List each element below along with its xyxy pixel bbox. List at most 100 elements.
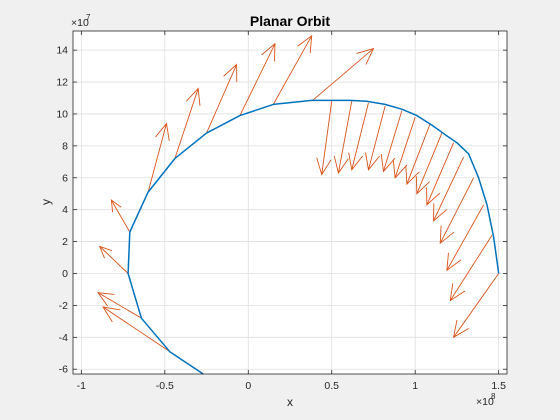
velocity-arrow-head [333,155,349,175]
velocity-arrow-head [433,203,448,222]
velocity-arrow-shaft [99,246,129,274]
chart-title: Planar Orbit [250,13,330,29]
y-exponent-power: 7 [86,13,91,22]
data-layer [97,34,500,375]
velocity-arrow [426,142,454,206]
velocity-arrow-head [449,283,466,302]
velocity-arrow-head [426,187,441,206]
y-tick-label: 12 [56,77,68,89]
velocity-arrow-head [365,152,380,171]
x-tick-label: 0.5 [324,380,339,392]
x-tick-label: 1.5 [491,380,506,392]
velocity-arrow [239,42,276,116]
velocity-arrow [316,101,333,176]
velocity-arrow-shaft [453,273,500,338]
velocity-arrow-shaft [174,88,199,159]
velocity-arrow-shaft [416,132,443,194]
velocity-arrow [174,87,201,159]
velocity-arrow-head [185,87,201,106]
axis-ticks: -1 -0.5 0 0.5 1 1.5 -6 -4 -2 0 2 4 6 8 10 12 14 [56,31,507,392]
x-exponent-base: ×10 [476,396,494,408]
velocity-arrow [333,101,353,175]
velocity-arrow-shaft [383,110,403,172]
velocity-arrows [97,34,500,353]
velocity-arrow [102,306,171,353]
velocity-arrow-head [380,153,396,173]
x-tick-label: 0 [245,380,251,392]
velocity-arrow [446,204,485,272]
velocity-arrow-head [110,199,122,213]
velocity-arrow-head [97,292,115,307]
x-exponent: ×10 8 [476,392,496,408]
velocity-arrow [380,110,403,173]
x-axis-label: x [287,395,293,409]
velocity-arrow-shaft [272,35,313,105]
velocity-arrow-shaft [351,102,369,170]
y-exponent: ×10 7 [71,13,91,29]
velocity-arrow-shaft [368,105,386,170]
velocity-arrow [98,245,129,274]
plot-area [73,31,507,374]
velocity-arrow [272,34,313,105]
y-tick-label: 8 [62,140,68,152]
velocity-arrow-shaft [446,204,485,271]
velocity-arrow-head [415,176,430,195]
x-tick-label: -0.5 [156,380,174,392]
velocity-arrow [415,132,443,195]
velocity-arrow [449,234,493,302]
velocity-arrow-shaft [102,306,171,353]
velocity-arrow-shaft [311,48,374,102]
velocity-arrow-shaft [111,199,131,233]
x-tick-label: 1 [412,380,418,392]
velocity-arrow-head [98,245,113,259]
x-tick-label: -1 [77,380,86,392]
velocity-arrow-head [348,152,363,171]
y-exponent-base: ×10 [71,17,89,29]
velocity-arrow-shaft [97,292,142,319]
axes-box [72,30,508,375]
velocity-arrow-shaft [206,64,237,134]
velocity-arrow [452,273,500,339]
y-axis-label: y [39,199,53,205]
velocity-arrow [439,177,475,245]
grid-lines [73,31,507,374]
orbit-line [127,99,500,375]
velocity-arrow-head [452,319,469,339]
y-tick-label: -4 [59,332,68,344]
velocity-arrow [311,47,375,102]
y-tick-label: 14 [56,45,68,57]
velocity-arrow-shaft [449,234,493,301]
velocity-arrow-head [261,42,276,62]
velocity-arrow-head [316,157,332,176]
velocity-arrow-head [356,47,375,65]
velocity-arrow-head [102,306,121,323]
velocity-arrow [110,199,131,233]
y-tick-label: 10 [56,108,68,120]
velocity-arrow-head [446,252,462,272]
velocity-arrow [97,292,142,319]
y-tick-label: 0 [62,268,68,280]
x-exponent-power: 8 [491,392,496,401]
velocity-arrow-shaft [239,43,276,116]
velocity-arrow-shaft [337,101,353,174]
velocity-arrow [206,63,238,134]
velocity-arrow-shaft [426,142,454,206]
velocity-arrow-head [223,63,238,83]
velocity-arrow [433,156,465,222]
velocity-arrow [392,117,416,179]
y-tick-label: 4 [62,204,68,216]
velocity-arrow-head [439,225,455,245]
velocity-arrow-head [405,166,420,186]
velocity-arrow-shaft [406,123,431,185]
velocity-arrow-shaft [321,101,333,175]
velocity-arrow-head [155,122,170,141]
y-tick-label: -2 [59,300,68,312]
velocity-arrow-head [297,34,313,54]
velocity-arrow [365,105,386,171]
velocity-arrow-head [392,160,408,179]
velocity-arrow-shaft [439,177,475,244]
velocity-arrow-shaft [147,123,167,193]
y-tick-label: 6 [62,172,68,184]
y-tick-label: -6 [59,364,68,376]
